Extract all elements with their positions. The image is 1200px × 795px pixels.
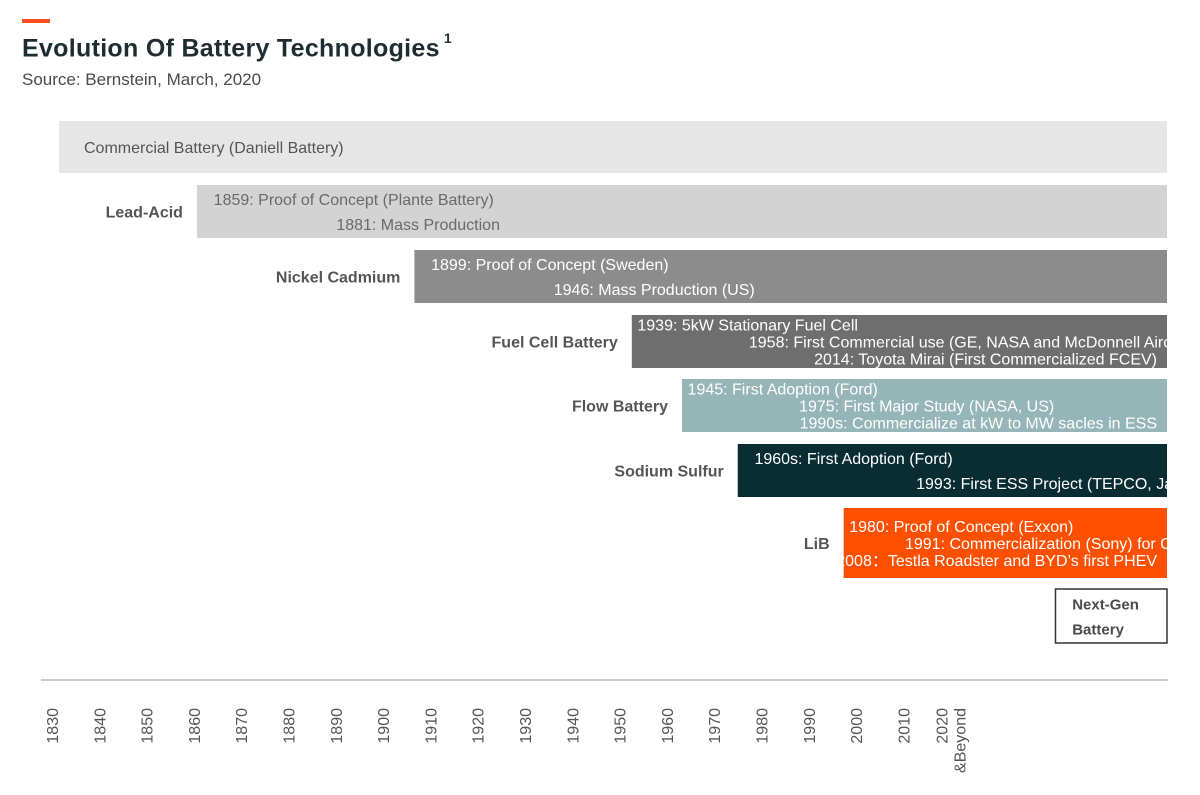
bar-fuel-cell-battery xyxy=(631,315,1167,368)
title-accent-bar xyxy=(22,19,50,23)
row-label: Fuel Cell Battery xyxy=(492,335,618,352)
bar-text: 2008：Testla Roadster and BYD’s first PHE… xyxy=(836,553,1157,570)
bar-text: 1881: Mass Production xyxy=(336,217,500,234)
bar-text: 1990s: Commercialize at kW to MW sacles … xyxy=(800,416,1157,433)
x-tick-label: 1970 xyxy=(707,708,724,744)
bar-text: Battery xyxy=(1072,622,1124,639)
bar-sodium-sulfur xyxy=(737,444,1167,497)
bar-lead-acid xyxy=(196,185,1167,238)
x-tick-label: 2020 xyxy=(935,708,952,744)
x-tick-label: 1980 xyxy=(755,708,772,744)
chart-source: Source: Bernstein, March, 2020 xyxy=(22,70,262,89)
bar-text: 1975: First Major Study (NASA, US) xyxy=(799,399,1054,416)
bar-text: 1945: First Adoption (Ford) xyxy=(688,382,878,399)
bar-text: 1946: Mass Production (US) xyxy=(554,282,755,299)
bar-text: 1991: Commercialization (Sony) for Consu… xyxy=(905,536,1200,553)
bar-lib xyxy=(843,508,1167,578)
row-label: Nickel Cadmium xyxy=(276,270,400,287)
x-tick-label: 1950 xyxy=(613,708,630,744)
x-tick-label: 1960 xyxy=(660,708,677,744)
row-label: Lead-Acid xyxy=(106,205,183,222)
x-tick-label: 1930 xyxy=(518,708,535,744)
bar-flow-battery xyxy=(681,379,1167,432)
bar-text: 1958: First Commercial use (GE, NASA and… xyxy=(749,335,1200,352)
x-tick-label: 1830 xyxy=(45,708,62,744)
chart-title: Evolution Of Battery Technologies 1 xyxy=(22,30,452,63)
chart-title-text: Evolution Of Battery Technologies xyxy=(22,34,440,63)
bar-text: 1939: 5kW Stationary Fuel Cell xyxy=(637,318,858,335)
bar-row-0 xyxy=(59,121,1167,173)
bar-text: Commercial Battery (Daniell Battery) xyxy=(84,140,344,157)
row-label: Flow Battery xyxy=(572,399,668,416)
row-label: LiB xyxy=(804,536,830,553)
title-footnote: 1 xyxy=(443,30,452,46)
x-tick-label: 1910 xyxy=(423,708,440,744)
x-tick-label: 1840 xyxy=(92,708,109,744)
x-tick-label: 1890 xyxy=(329,708,346,744)
x-tick-label: 1850 xyxy=(140,708,157,744)
bar-nickel-cadmium xyxy=(414,250,1167,303)
bar-text: 1960s: First Adoption (Ford) xyxy=(754,451,952,468)
bar-text: 1859: Proof of Concept (Plante Battery) xyxy=(214,192,494,209)
x-tick-label: 1880 xyxy=(282,708,299,744)
x-tick-label: 1920 xyxy=(471,708,488,744)
x-tick-label: 1860 xyxy=(187,708,204,744)
x-tick-label: 1990 xyxy=(802,708,819,744)
x-tick-label: &Beyond xyxy=(953,708,970,773)
x-tick-label: 1900 xyxy=(376,708,393,744)
bar-text: 1993: First ESS Project (TEPCO, Japan) xyxy=(916,476,1200,493)
bar-text: 1980: Proof of Concept (Exxon) xyxy=(849,519,1073,536)
bar-text: 1899: Proof of Concept (Sweden) xyxy=(431,257,668,274)
bar-text: Next-Gen xyxy=(1072,597,1139,614)
x-tick-label: 2000 xyxy=(849,708,866,744)
x-tick-label: 1940 xyxy=(565,708,582,744)
x-tick-label: 2010 xyxy=(896,708,913,744)
bar-row-7 xyxy=(1054,588,1168,644)
x-tick-label: 1870 xyxy=(234,708,251,744)
row-label: Sodium Sulfur xyxy=(614,464,723,481)
bar-text: 2014: Toyota Mirai (First Commercialized… xyxy=(814,352,1157,369)
